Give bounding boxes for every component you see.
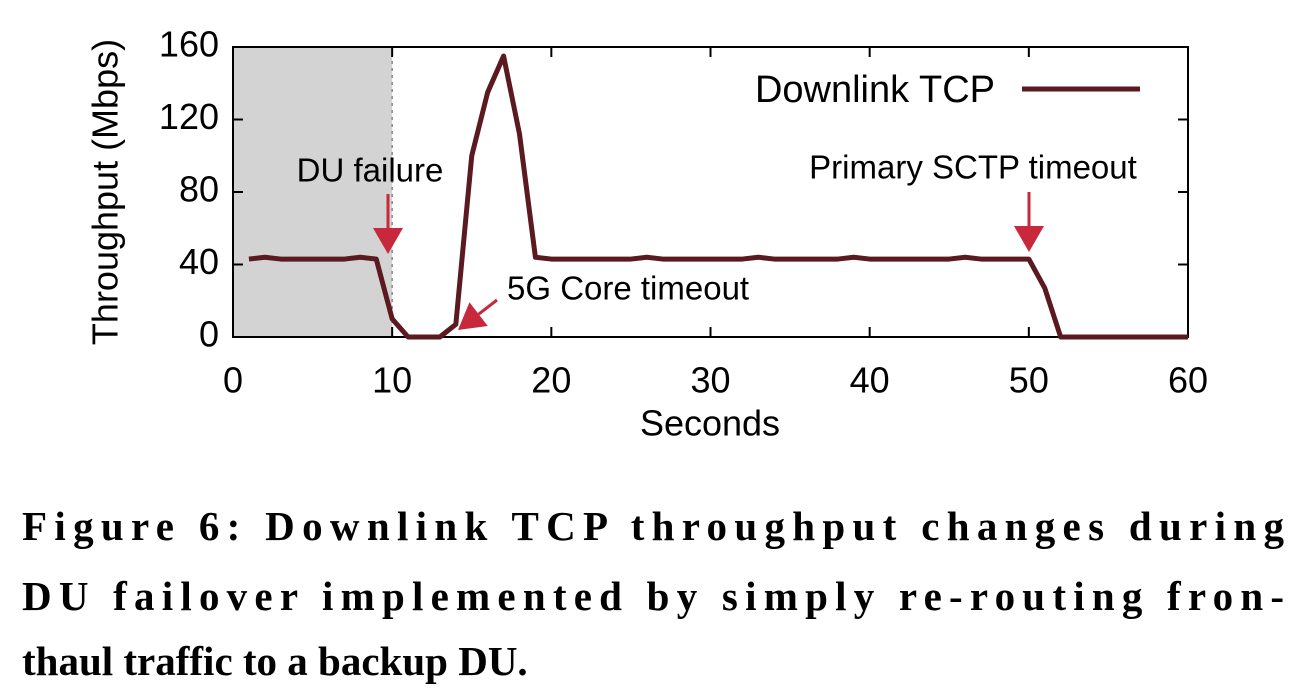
caption-line: DU failover implemented by simply re-rou… [22,573,1284,619]
annotation-arrow [477,298,498,316]
annotation-arrowhead [1014,226,1044,252]
annotation: 5G Core timeout [507,270,749,307]
y-tick-label: 80 [179,169,219,210]
legend-label: Downlink TCP [755,69,995,111]
y-tick-label: 160 [159,24,219,65]
x-tick-label: 60 [1168,360,1208,401]
x-tick-label: 20 [531,360,571,401]
x-tick-label: 30 [690,360,730,401]
series-line [248,53,1188,340]
annotation-arrowhead [373,228,403,254]
caption-line: Figure 6: Downlink TCP throughput change… [22,503,1284,549]
x-tick-label: 10 [372,360,412,401]
shaded-region [233,47,393,337]
y-tick-label: 0 [199,314,219,355]
y-tick-label: 40 [179,241,219,282]
x-axis-label: Seconds [640,403,780,444]
annotation-arrowhead [458,302,488,330]
y-axis-label: Throughput (Mbps) [85,39,126,345]
caption-line: thaul traffic to a backup DU. [22,638,528,684]
annotation: Primary SCTP timeout [809,149,1137,186]
plot-frame [232,46,1189,338]
annotation: DU failure [297,152,444,189]
x-tick-label: 50 [1009,360,1049,401]
x-tick-label: 40 [850,360,890,401]
x-tick-label: 0 [223,360,243,401]
y-tick-label: 120 [159,96,219,137]
